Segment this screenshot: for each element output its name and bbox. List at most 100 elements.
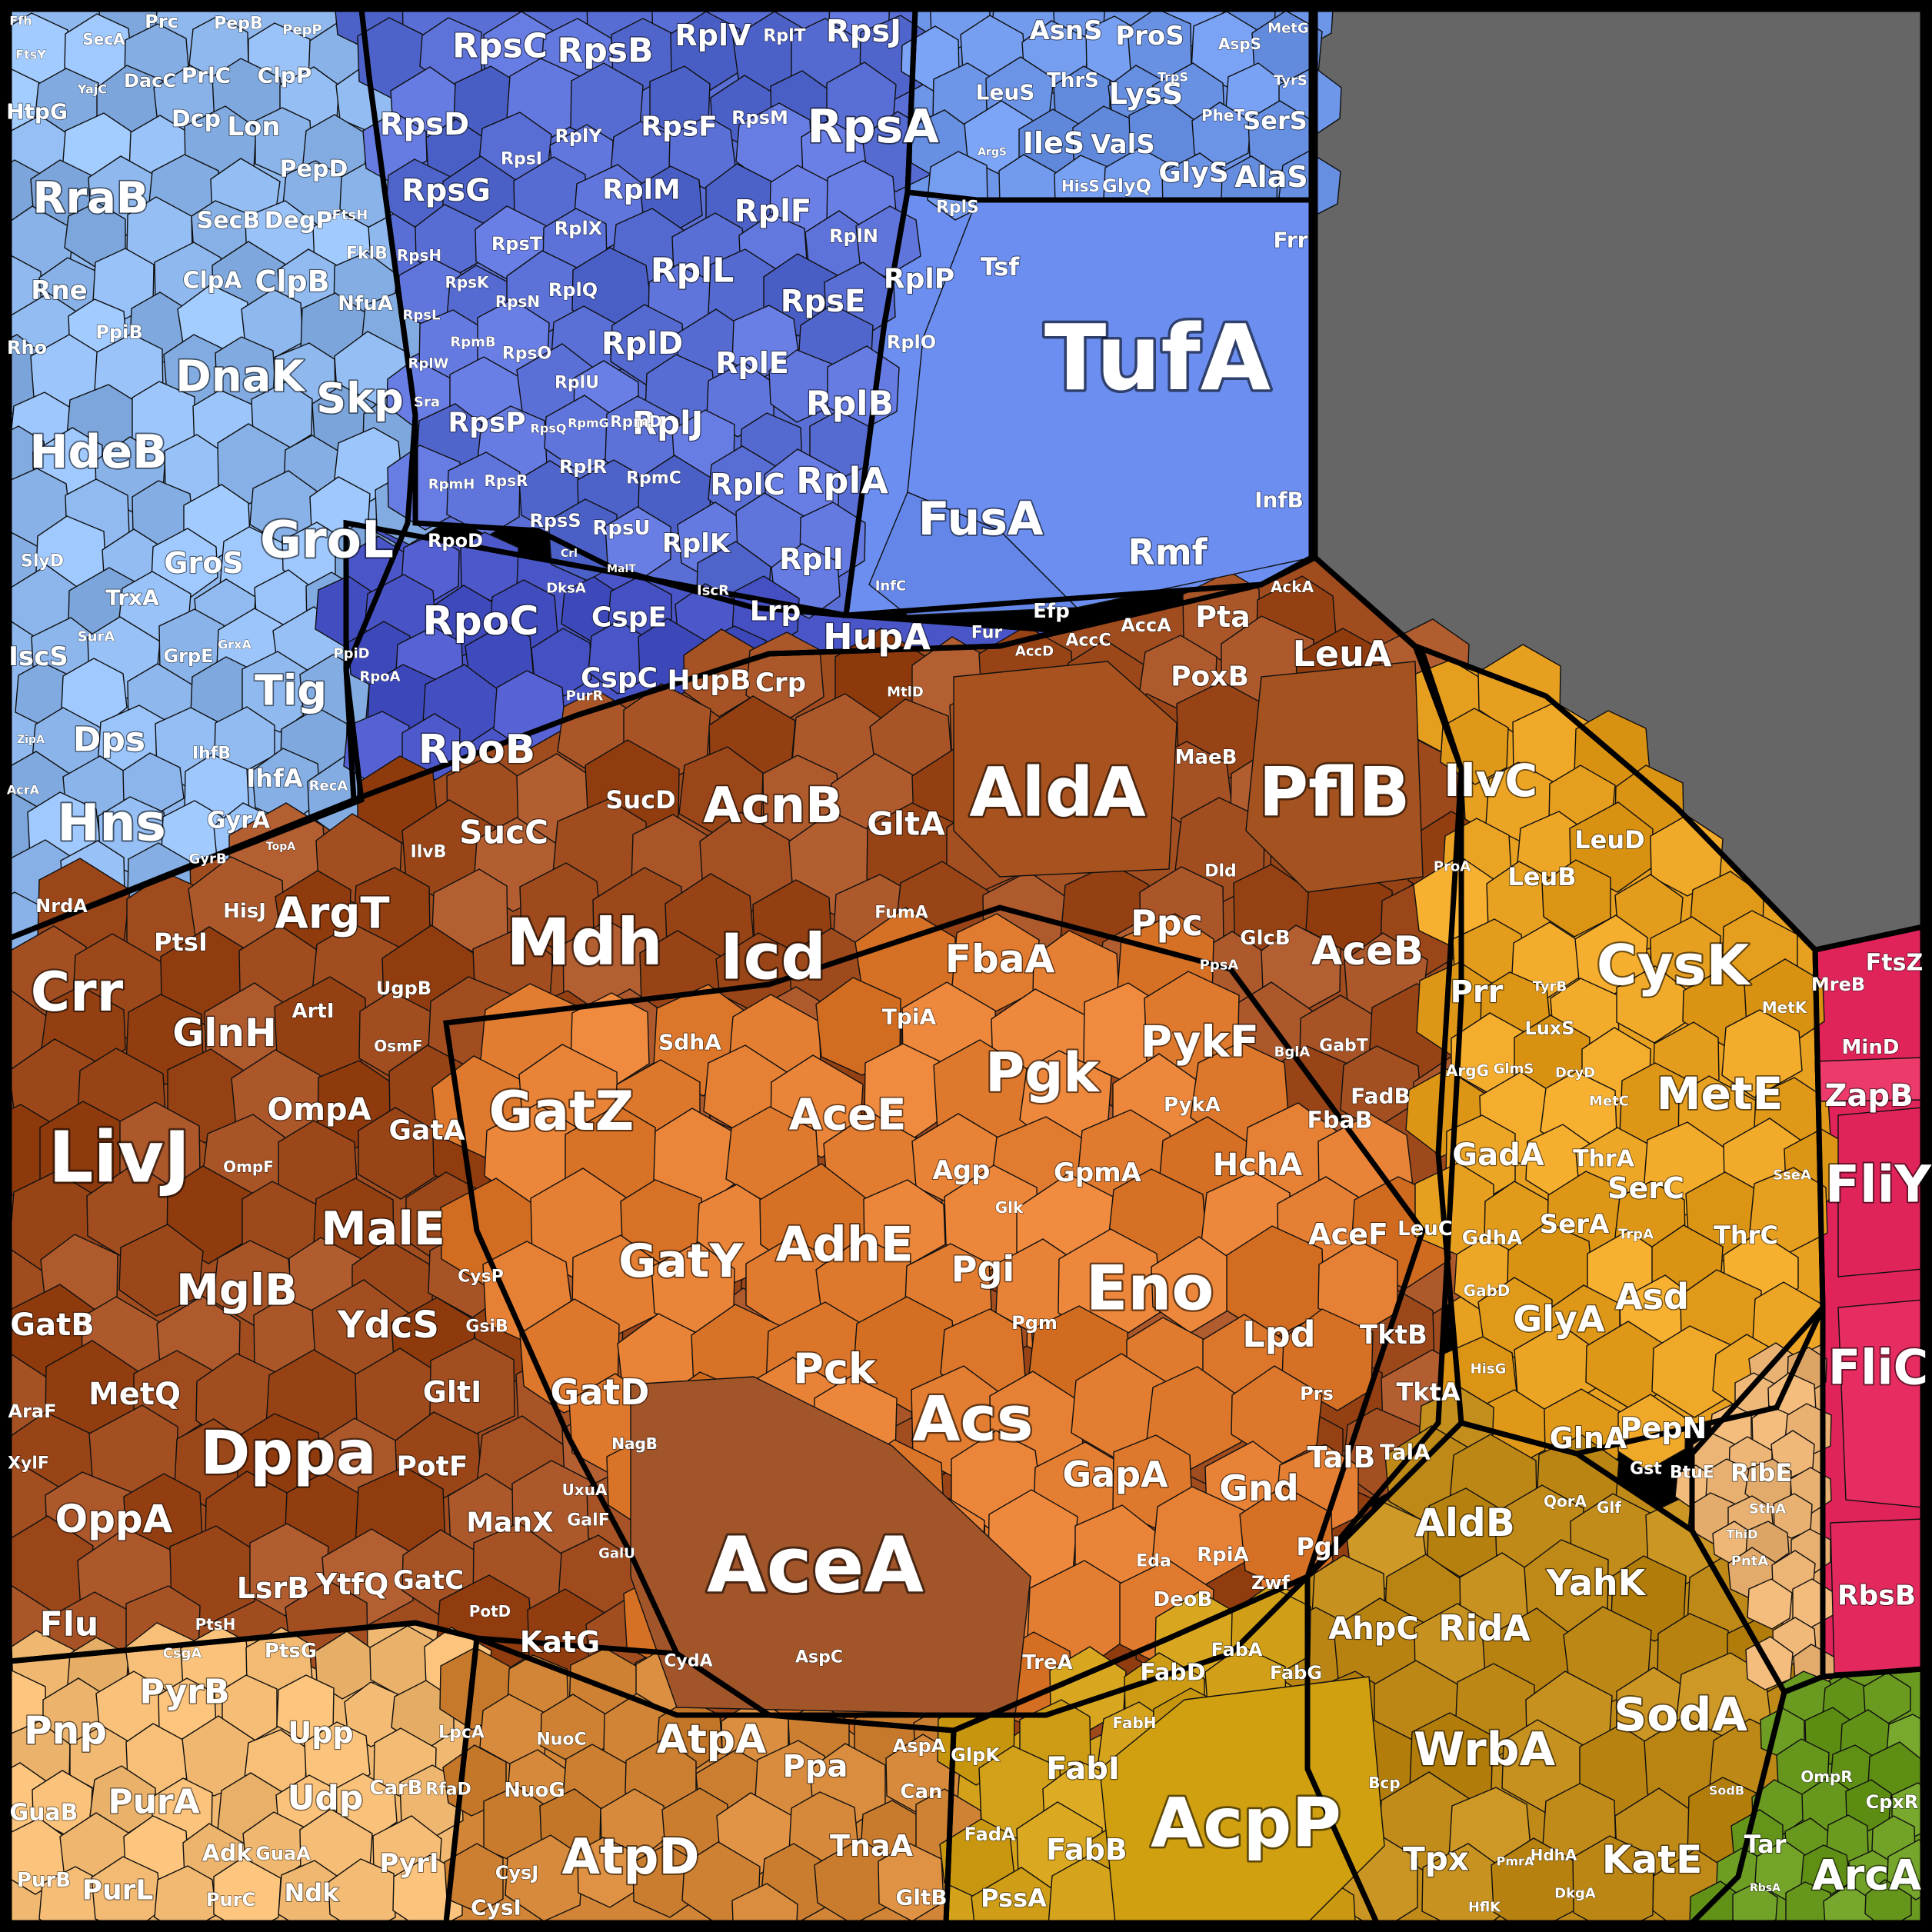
protein-label-rpsc: RpsC — [452, 27, 548, 66]
orange-bottom-cell — [731, 1883, 798, 1932]
protein-label-hdeb: HdeB — [29, 425, 168, 479]
protein-label-trpa: TrpA — [1618, 1227, 1654, 1243]
fusa-cell — [868, 491, 1078, 616]
protein-label-rpli: RplI — [779, 542, 844, 576]
protein-label-atpa: AtpA — [657, 1717, 767, 1763]
light-orange-right-cell — [1747, 1578, 1793, 1630]
protein-label-gst: Gst — [1630, 1460, 1662, 1479]
light-orange-cell — [154, 1865, 217, 1932]
protein-label-ftsy: FtsY — [15, 48, 46, 62]
protein-label-pros: ProS — [1115, 21, 1184, 52]
protein-label-maeb: MaeB — [1175, 746, 1237, 769]
protein-label-ribe: RibE — [1730, 1458, 1792, 1487]
protein-label-hupb: HupB — [668, 665, 751, 697]
protein-label-lpd: Lpd — [1242, 1314, 1315, 1355]
protein-label-succ: SucC — [459, 814, 548, 851]
protein-label-ppa: Ppa — [783, 1749, 848, 1784]
protein-label-gatz: GatZ — [489, 1080, 635, 1143]
protein-label-argt: ArgT — [275, 889, 389, 939]
protein-label-pura: PurA — [108, 1783, 199, 1822]
protein-label-hupa: HupA — [823, 616, 931, 658]
protein-label-frr: Frr — [1274, 228, 1308, 253]
protein-label-ihfa: IhfA — [246, 764, 303, 793]
protein-label-rplm: RplM — [602, 175, 681, 206]
protein-label-rpmc: RpmC — [626, 469, 681, 488]
protein-label-udp: Udp — [288, 1779, 364, 1818]
protein-label-ydcs: YdcS — [337, 1304, 439, 1347]
protein-label-potd: PotD — [469, 1602, 511, 1621]
protein-label-pgi: Pgi — [951, 1248, 1014, 1290]
protein-label-lon: Lon — [227, 112, 280, 142]
protein-label-fur: Fur — [971, 624, 1003, 643]
protein-label-lrp: Lrp — [750, 596, 801, 628]
protein-label-cysk: CysK — [1597, 933, 1751, 998]
protein-label-acca: AccA — [1121, 615, 1171, 636]
protein-label-bcp: Bcp — [1368, 1774, 1400, 1792]
protein-label-fada: FadA — [964, 1824, 1016, 1845]
protein-label-accc: AccC — [1065, 631, 1111, 651]
protein-label-rpla: RplA — [796, 460, 888, 501]
protein-label-ppsa: PpsA — [1200, 958, 1239, 974]
protein-label-rpsb: RpsB — [557, 32, 653, 71]
protein-label-fuma: FumA — [874, 904, 928, 923]
protein-label-rplno: RplN — [829, 225, 878, 247]
protein-label-hns: Hns — [57, 794, 166, 853]
brown-cell — [118, 1224, 204, 1317]
protein-label-gnd: Gnd — [1219, 1467, 1298, 1509]
protein-label-mtld: MtlD — [887, 685, 924, 701]
protein-label-aspa: AspA — [893, 1735, 946, 1757]
protein-label-carb: CarB — [369, 1777, 422, 1800]
aars-cell — [927, 151, 988, 221]
alda-cell — [953, 661, 1178, 878]
protein-label-hisj: HisJ — [223, 900, 266, 923]
protein-label-grpe: GrpE — [163, 645, 213, 667]
orange-cell — [815, 977, 901, 1076]
protein-label-opppa: OppA — [55, 1497, 173, 1541]
protein-label-tkta: TktA — [1396, 1377, 1460, 1407]
protein-label-phet: PheT — [1201, 106, 1244, 125]
protein-label-rplt: RplT — [763, 27, 805, 46]
protein-label-qora: QorA — [1544, 1492, 1587, 1511]
protein-label-fbab: FbaB — [1307, 1108, 1372, 1134]
protein-label-ahpc: AhpC — [1328, 1611, 1418, 1647]
protein-label-trea: TreA — [1022, 1651, 1072, 1674]
protein-label-pykf: PykF — [1141, 1018, 1259, 1068]
protein-label-gabt: GabT — [1319, 1037, 1368, 1056]
protein-label-reca: RecA — [309, 778, 348, 794]
protein-label-cyst: LuxS — [1524, 1018, 1574, 1039]
protein-label-potf: PotF — [397, 1451, 468, 1483]
protein-label-rpia: RpiA — [1197, 1544, 1249, 1567]
protein-label-icd: Icd — [720, 921, 826, 994]
protein-label-rpsd: RpsD — [380, 107, 469, 142]
indigo-cell — [531, 628, 592, 697]
protein-label-rho: Rho — [7, 337, 47, 358]
protein-label-ihfb: IhfB — [192, 744, 231, 764]
protein-label-malt: MalT — [607, 563, 636, 575]
protein-label-rpsi: RpsI — [501, 150, 542, 169]
protein-label-grol: GroL — [260, 511, 394, 570]
protein-label-ompf: OmpF — [223, 1158, 274, 1176]
protein-label-aldb: AldB — [1415, 1501, 1515, 1545]
protein-label-tktb: TktB — [1360, 1320, 1427, 1351]
protein-label-rplx: RplX — [555, 218, 603, 239]
protein-label-acnb: AcnB — [703, 778, 843, 834]
protein-label-ppid: PpiD — [333, 646, 369, 662]
protein-label-cysj: CysJ — [495, 1862, 538, 1884]
protein-label-sera: SerA — [1540, 1209, 1610, 1240]
protein-label-glta: GltA — [867, 805, 945, 843]
protein-label-flic: FliC — [1828, 1340, 1928, 1396]
protein-label-rpls: RplS — [936, 198, 979, 218]
protein-label-gata: GatA — [389, 1115, 465, 1147]
protein-label-sodA: SodA — [1614, 1688, 1747, 1742]
protein-label-secb: SecB — [197, 208, 261, 235]
protein-label-aceb: AceB — [1311, 928, 1424, 974]
protein-label-rpob: RpoB — [418, 727, 536, 773]
protein-label-rpsj: RpsJ — [826, 14, 901, 49]
protein-label-rplc: RplC — [710, 468, 784, 501]
protein-label-male: MalE — [321, 1202, 445, 1256]
protein-label-infc: InfC — [875, 578, 907, 595]
protein-label-aspc: AspC — [795, 1648, 843, 1667]
protein-label-gsib: GsiB — [465, 1317, 508, 1337]
protein-label-pyri: PyrI — [379, 1848, 438, 1879]
